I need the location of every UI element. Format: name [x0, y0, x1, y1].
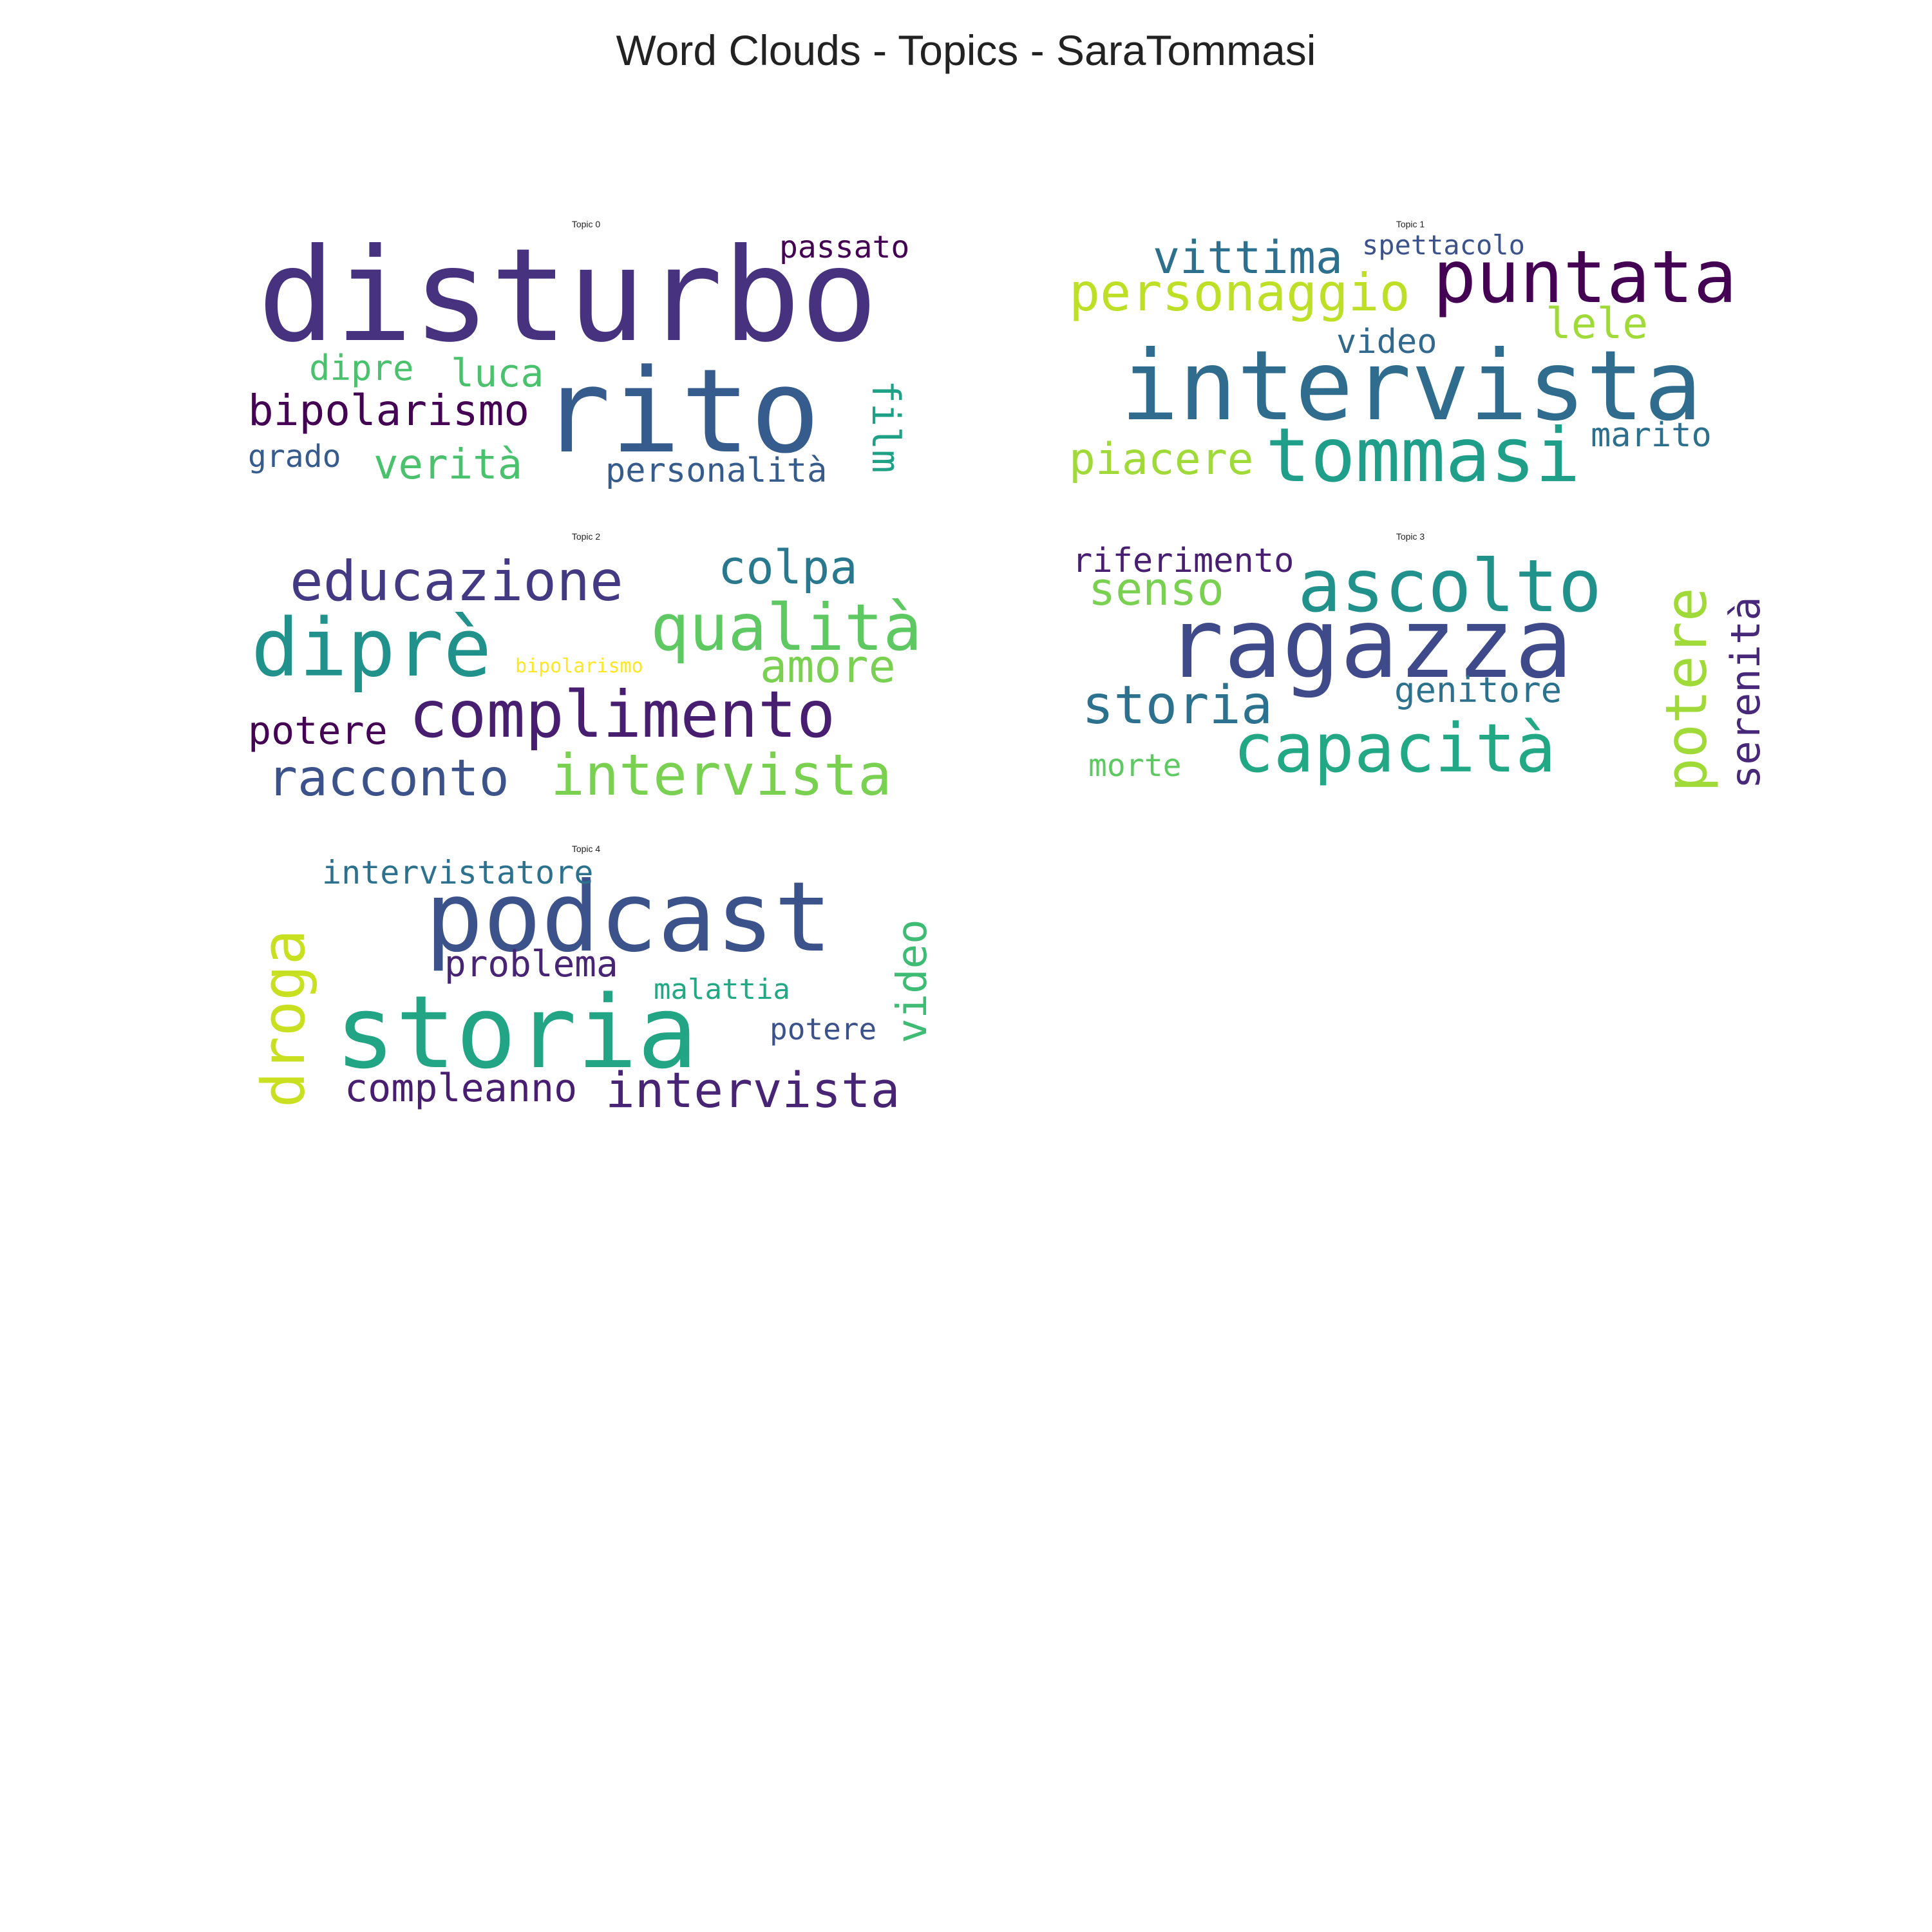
topic-2-word: qualità — [650, 590, 922, 665]
figure-title: Word Clouds - Topics - SaraTommasi — [616, 26, 1316, 74]
topic-3-word: potere — [1653, 587, 1719, 792]
topic-2-word: amore — [760, 640, 896, 693]
topic-0-word: film — [863, 380, 908, 473]
topic-0-word: passato — [779, 229, 910, 265]
topic-3-word: genitore — [1394, 670, 1562, 710]
topic-1-word: spettacolo — [1362, 229, 1525, 261]
topic-0-title: Topic 0 — [571, 219, 601, 229]
topic-3-word: morte — [1088, 748, 1182, 784]
topic-4-word: intervista — [605, 1061, 900, 1119]
topic-4-word: potere — [770, 1012, 877, 1046]
topic-0-word: verità — [374, 441, 523, 489]
topic-0-word: rito — [541, 345, 820, 479]
topic-2-word: intervista — [551, 742, 892, 808]
topic-2-word: educazione — [290, 549, 623, 614]
topic-0-word: disturbo — [258, 221, 878, 371]
topic-1-word: intervista — [1121, 330, 1703, 442]
topic-1-word: piacere — [1069, 434, 1254, 485]
topic-0-word: dipre — [309, 348, 414, 388]
topic-4-title: Topic 4 — [571, 844, 601, 854]
topic-0-word: grado — [248, 439, 341, 475]
topic-2-word: potere — [248, 708, 388, 753]
topic-2-word: racconto — [267, 750, 509, 808]
topic-0-word: luca — [451, 351, 544, 396]
topic-2-word: bipolarismo — [515, 655, 643, 677]
topic-4-word: problema — [444, 943, 618, 985]
topic-1-word: marito — [1591, 416, 1712, 455]
topic-1-title: Topic 1 — [1396, 219, 1425, 229]
topic-2-title: Topic 2 — [571, 531, 601, 542]
topic-4-word: droga — [249, 929, 318, 1108]
topic-4-word: compleanno — [345, 1066, 578, 1111]
topic-4-word: podcast — [425, 862, 833, 974]
topic-4-word: intervistatore — [322, 854, 594, 891]
topic-1-word: video — [1336, 323, 1437, 361]
topic-0-word: personalità — [605, 451, 828, 490]
topic-3-word: senso — [1088, 563, 1224, 616]
topic-1-word: vittima — [1153, 231, 1343, 284]
topic-1-word: puntata — [1433, 236, 1738, 319]
topic-3-word: ascolto — [1298, 545, 1602, 629]
topic-3-word: serenità — [1722, 596, 1769, 789]
topic-1-word: tommasi — [1265, 412, 1580, 499]
topic-3-word: riferimento — [1072, 542, 1294, 580]
topic-0-word: bipolarismo — [248, 386, 530, 435]
topic-1-word: lele — [1546, 299, 1648, 348]
topic-2-word: complimento — [409, 677, 836, 752]
topic-4-word: video — [889, 919, 936, 1043]
topic-3-word: ragazza — [1166, 588, 1573, 700]
topic-4-word: storia — [335, 974, 698, 1091]
topic-2-word: diprè — [251, 602, 492, 695]
topic-3-title: Topic 3 — [1396, 531, 1425, 542]
topic-2-word: colpa — [718, 540, 858, 594]
topic-1-word: personaggio — [1069, 263, 1410, 323]
topic-3-word: storia — [1082, 675, 1273, 736]
topic-4-word: malattia — [654, 973, 790, 1006]
topic-3-word: capacità — [1233, 709, 1556, 788]
